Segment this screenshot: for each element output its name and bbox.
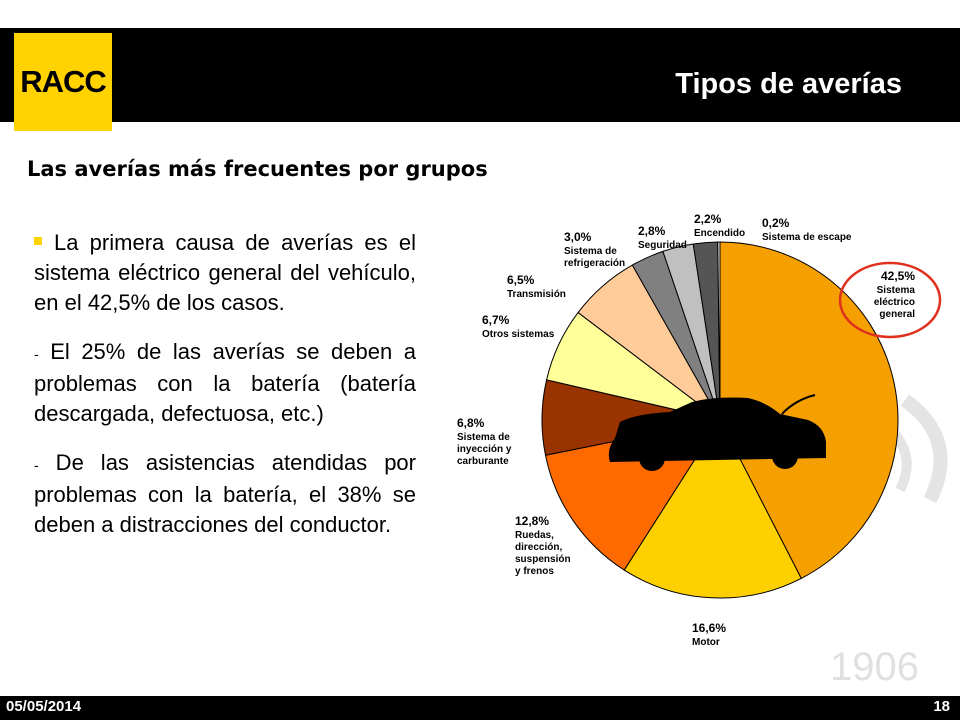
slice-percent-label: 16,6% [692, 621, 726, 635]
slice-name-label: Sistema de [457, 432, 510, 443]
dash-marker: - [34, 346, 39, 362]
slice-name-label: dirección, [515, 542, 562, 553]
car-silhouette-icon [608, 394, 826, 471]
slice-name-label: Sistema [877, 285, 916, 296]
slice-name-label: Encendido [694, 228, 745, 239]
slice-name-label: Transmisión [507, 289, 566, 300]
paragraph-text: El 25% de las averías se deben a problem… [34, 339, 416, 426]
paragraph-text: De las asistencias atendidas por problem… [34, 450, 416, 537]
slice-name-label: suspensión [515, 554, 571, 565]
slice-percent-label: 6,8% [457, 416, 485, 430]
slice-name-label: y frenos [515, 566, 554, 577]
slice-name-label: general [879, 309, 915, 320]
slice-name-label: Sistema de [564, 246, 617, 257]
slice-percent-label: 2,8% [638, 224, 666, 238]
slice-percent-label: 3,0% [564, 230, 592, 244]
dash-marker: - [34, 457, 39, 473]
pie-slice [623, 418, 802, 599]
section-subtitle: Las averías más frecuentes por grupos [27, 157, 488, 181]
page-number: 18 [933, 698, 950, 715]
text-block: La primera causa de averías es el sistem… [34, 228, 416, 559]
slice-name-label: eléctrico [874, 297, 915, 308]
slice-name-label: inyección y [457, 444, 512, 455]
slice-name-label: Otros sistemas [482, 329, 555, 340]
paragraph-2: - El 25% de las averías se deben a probl… [34, 337, 416, 429]
slice-percent-label: 12,8% [515, 514, 549, 528]
pie-slice [717, 241, 721, 421]
square-bullet-icon [34, 237, 42, 246]
footer-bar: 05/05/2014 18 [0, 696, 960, 720]
slice-name-label: Ruedas, [515, 530, 554, 541]
slice-percent-label: 6,5% [507, 273, 535, 287]
logo-text: RACC [20, 64, 107, 99]
slide-title: Tipos de averías [675, 68, 902, 100]
slice-percent-label: 2,2% [694, 212, 722, 226]
racc-logo: RACC [14, 33, 112, 131]
watermark-year: 1906 [830, 645, 919, 689]
slice-percent-label: 0,2% [762, 216, 790, 230]
slice-name-label: Motor [692, 637, 720, 648]
header-bar: RACC Tipos de averías [0, 28, 960, 131]
slice-name-label: refrigeración [564, 258, 625, 269]
watermark-arc [900, 394, 948, 504]
paragraph-3: - De las asistencias atendidas por probl… [34, 448, 416, 540]
slice-percent-label: 6,7% [482, 313, 510, 327]
highlight-circle [838, 261, 942, 339]
slice-percent-label: 42,5% [881, 269, 915, 283]
slice-name-label: Seguridad [638, 240, 687, 251]
slice-name-label: Sistema de escape [762, 232, 852, 243]
paragraph-text: La primera causa de averías es el sistem… [34, 230, 416, 315]
paragraph-1: La primera causa de averías es el sistem… [34, 228, 416, 318]
footer-date: 05/05/2014 [6, 698, 82, 715]
slice-name-label: carburante [457, 456, 509, 467]
